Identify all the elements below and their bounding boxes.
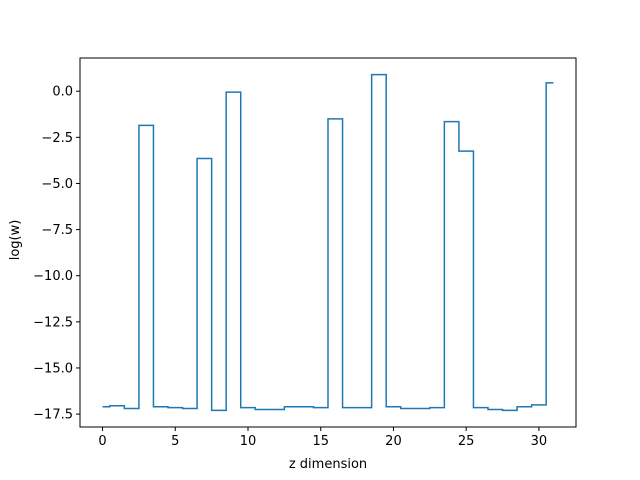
y-tick-label: 0.0 <box>52 85 73 100</box>
x-tick-label: 0 <box>98 434 106 449</box>
y-tick-label: −5.0 <box>41 177 73 192</box>
x-axis-ticks: 0 5 10 15 20 25 30 <box>98 427 547 449</box>
x-tick-label: 30 <box>531 434 548 449</box>
plot-area <box>102 73 554 412</box>
y-tick-label: −2.5 <box>41 131 73 146</box>
x-tick-label: 15 <box>312 434 329 449</box>
x-tick-label: 10 <box>240 434 257 449</box>
x-tick-label: 20 <box>385 434 402 449</box>
x-axis-label: z dimension <box>289 457 367 472</box>
axes-frame <box>79 57 577 428</box>
y-tick-label: −7.5 <box>41 223 73 238</box>
y-tick-label: −12.5 <box>33 315 73 330</box>
y-axis-label: log(w) <box>8 220 23 261</box>
y-tick-label: −15.0 <box>33 361 73 376</box>
y-tick-label: −17.5 <box>33 408 73 423</box>
x-tick-label: 5 <box>171 434 179 449</box>
x-tick-label: 25 <box>458 434 475 449</box>
y-tick-label: −10.0 <box>33 269 73 284</box>
y-axis-ticks: 0.0 −2.5 −5.0 −7.5 −10.0 −12.5 −15.0 −17.5 <box>33 85 80 423</box>
series-step-line <box>102 73 554 412</box>
